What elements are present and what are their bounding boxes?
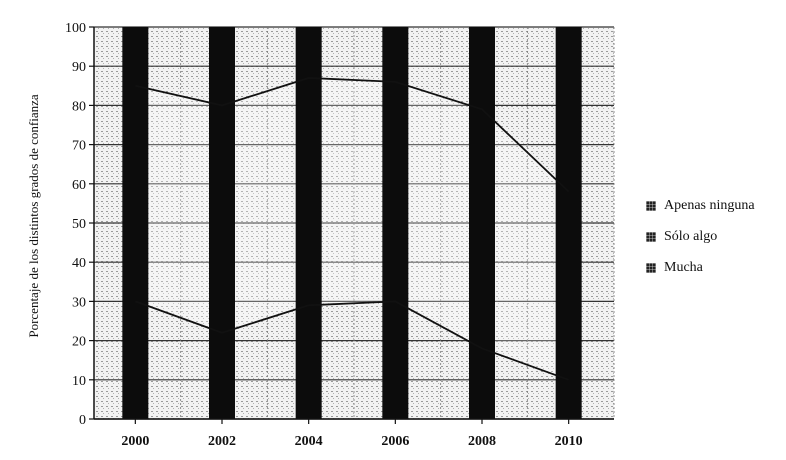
bar-2002 xyxy=(209,27,235,419)
x-tick-label: 2002 xyxy=(208,434,236,449)
y-tick-label: 10 xyxy=(72,374,86,389)
legend-item: Apenas ninguna xyxy=(646,196,755,216)
x-tick-label: 2004 xyxy=(295,434,323,449)
x-tick-label: 2006 xyxy=(381,434,409,449)
y-tick-label: 80 xyxy=(72,99,86,114)
line-apenas-ninguna-top xyxy=(135,300,569,381)
line-solo-algo-top xyxy=(135,77,570,193)
legend-swatch xyxy=(646,232,656,242)
bar-2010 xyxy=(555,27,582,419)
legend-item: Sólo algo xyxy=(646,227,755,247)
legend-label: Mucha xyxy=(664,260,703,275)
y-tick-label: 90 xyxy=(72,60,86,75)
legend-item: Mucha xyxy=(646,258,755,278)
y-tick-label: 60 xyxy=(72,178,86,193)
y-tick-label: 100 xyxy=(65,21,86,36)
band-solo-algo xyxy=(135,77,569,380)
bar-2006 xyxy=(382,27,409,419)
y-tick-label: 30 xyxy=(72,295,86,310)
y-tick-label: 20 xyxy=(72,335,86,350)
legend-swatch xyxy=(646,201,656,211)
y-tick-label: 0 xyxy=(79,413,86,428)
y-tick-label: 40 xyxy=(72,256,86,271)
x-tick-label: 2008 xyxy=(468,434,496,449)
y-tick-label: 50 xyxy=(72,217,86,232)
y-tick-label: 70 xyxy=(72,139,86,154)
x-tick-label: 2000 xyxy=(121,434,149,449)
legend-swatch xyxy=(646,263,656,273)
legend-label: Sólo algo xyxy=(664,229,718,244)
bar-2000 xyxy=(122,27,149,419)
legend: Apenas ninguna Sólo algo Mucha xyxy=(646,196,755,289)
x-tick-label: 2010 xyxy=(555,434,583,449)
bar-2008 xyxy=(469,27,495,419)
bar-2004 xyxy=(295,27,322,419)
legend-label: Apenas ninguna xyxy=(664,198,755,213)
y-axis-label: Porcentaje de los distintos grados de co… xyxy=(26,94,41,338)
